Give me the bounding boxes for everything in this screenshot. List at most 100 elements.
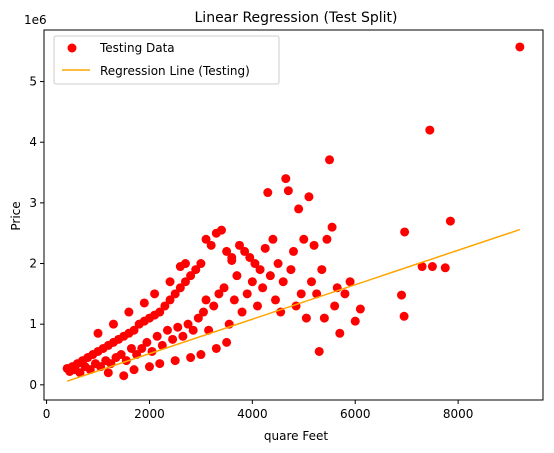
data-point xyxy=(319,313,329,323)
data-point xyxy=(142,337,152,347)
data-point xyxy=(281,174,291,184)
data-point xyxy=(186,353,196,363)
data-point xyxy=(322,234,332,244)
data-point xyxy=(304,192,314,202)
data-point xyxy=(180,277,190,287)
data-point xyxy=(301,313,311,323)
data-point xyxy=(103,368,113,378)
data-point xyxy=(173,322,183,332)
data-point xyxy=(116,350,126,360)
legend-box xyxy=(53,35,280,85)
data-point xyxy=(330,301,340,311)
data-point xyxy=(150,289,160,299)
data-point xyxy=(196,350,206,360)
data-point xyxy=(219,283,229,293)
y-tick-label: 1 xyxy=(29,317,37,331)
data-point xyxy=(119,371,129,381)
data-point xyxy=(214,289,224,299)
data-point xyxy=(126,343,136,353)
chart-title: Linear Regression (Test Split) xyxy=(195,10,398,26)
data-point xyxy=(247,277,257,287)
data-point xyxy=(252,301,262,311)
data-point xyxy=(160,301,170,311)
data-point xyxy=(425,125,435,135)
data-point xyxy=(283,186,293,196)
data-point xyxy=(237,307,247,317)
regression-line-layer xyxy=(66,228,521,382)
data-point xyxy=(180,259,190,269)
data-point xyxy=(229,295,239,305)
data-point xyxy=(250,259,260,269)
data-point xyxy=(325,155,335,165)
data-point xyxy=(157,340,167,350)
data-point xyxy=(242,289,252,299)
y-tick-label: 2 xyxy=(29,257,37,271)
regression-line xyxy=(66,228,521,382)
data-point xyxy=(268,234,278,244)
data-point xyxy=(186,271,196,281)
data-point xyxy=(216,225,226,235)
y-axis-label: Price xyxy=(9,201,23,230)
legend: Testing Data Regression Line (Testing) xyxy=(53,35,280,85)
data-point xyxy=(265,271,275,281)
data-point xyxy=(155,359,165,369)
data-point xyxy=(427,262,437,272)
data-point xyxy=(245,252,255,262)
data-point xyxy=(129,365,139,375)
data-point xyxy=(307,277,317,287)
data-point xyxy=(178,331,188,341)
data-point xyxy=(445,216,455,226)
data-point xyxy=(340,289,350,299)
data-point xyxy=(139,298,149,308)
data-point xyxy=(397,290,407,300)
legend-label-testing-data: Testing Data xyxy=(99,41,175,55)
x-tick-label: 0 xyxy=(43,407,51,421)
data-point xyxy=(289,246,298,256)
data-point xyxy=(198,307,208,317)
scatter-points xyxy=(62,42,525,381)
data-point xyxy=(399,311,409,321)
y-tick-label: 5 xyxy=(29,75,37,89)
y-tick-label: 4 xyxy=(29,135,37,149)
data-point xyxy=(137,343,147,353)
data-point xyxy=(263,188,273,198)
data-point xyxy=(191,265,201,275)
data-point xyxy=(170,289,180,299)
data-point xyxy=(255,265,265,275)
data-point xyxy=(327,222,337,232)
data-point xyxy=(93,328,103,338)
data-point xyxy=(129,325,139,335)
data-point xyxy=(350,316,360,326)
legend-marker-testing-data xyxy=(67,43,77,53)
data-point xyxy=(222,246,232,256)
data-point xyxy=(193,313,203,323)
data-point xyxy=(162,325,172,335)
data-point xyxy=(240,246,250,256)
data-point xyxy=(440,263,450,273)
data-point xyxy=(273,259,283,269)
data-point xyxy=(209,301,219,311)
data-point xyxy=(515,42,525,52)
data-point xyxy=(299,234,309,244)
data-point xyxy=(201,234,211,244)
data-point xyxy=(170,356,180,366)
data-point xyxy=(260,243,270,253)
legend-label-regression-line: Regression Line (Testing) xyxy=(100,64,250,78)
data-point xyxy=(278,277,288,287)
data-point xyxy=(345,277,355,287)
data-point xyxy=(165,295,175,305)
plot-frame xyxy=(43,29,544,401)
y-offset-label: 1e6 xyxy=(24,13,47,27)
data-point xyxy=(400,227,410,237)
data-point xyxy=(211,343,221,353)
data-point xyxy=(75,368,85,378)
y-tick-label: 3 xyxy=(29,196,37,210)
x-tick-label: 4000 xyxy=(237,407,268,421)
data-point xyxy=(155,307,165,317)
x-axis-ticks: 0 2000 4000 6000 8000 xyxy=(43,400,473,421)
data-point xyxy=(335,328,345,338)
data-point xyxy=(196,259,206,269)
x-tick-label: 6000 xyxy=(340,407,371,421)
data-point xyxy=(317,265,327,275)
